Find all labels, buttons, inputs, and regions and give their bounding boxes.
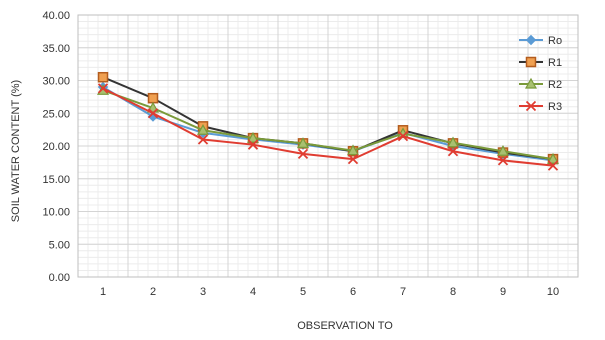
y-tick-label: 20.00 — [42, 141, 70, 153]
data-point-r3 — [97, 83, 109, 94]
legend-marker — [525, 34, 537, 46]
data-point-r2 — [546, 152, 560, 164]
legend-marker — [524, 77, 538, 89]
data-point-r2 — [346, 144, 360, 156]
data-point-r3 — [147, 108, 159, 119]
y-tick-label: 5.00 — [49, 239, 70, 251]
y-tick-label: 35.00 — [42, 43, 70, 55]
series-line-r2 — [102, 89, 554, 161]
x-tick-label: 9 — [500, 286, 506, 298]
series-line-r3 — [102, 87, 554, 167]
data-point-r3 — [447, 146, 459, 157]
x-tick-label: 8 — [450, 286, 456, 298]
data-point-r3 — [397, 131, 409, 142]
legend-label: R2 — [548, 79, 562, 91]
data-point-r3 — [247, 139, 259, 150]
data-point-r2 — [446, 136, 460, 148]
data-point-r3 — [297, 148, 309, 159]
legend-label: Ro — [548, 35, 562, 47]
axes: 0.00 5.00 10.00 15.00 20.00 25.00 30.00 35.00 40… — [42, 10, 579, 298]
legend-marker — [525, 100, 537, 112]
x-tick-label: 1 — [100, 286, 106, 298]
y-tick-label: 25.00 — [42, 108, 70, 120]
x-tick-label: 10 — [547, 286, 559, 298]
series-r3 — [97, 83, 559, 171]
legend-label: R3 — [548, 101, 562, 113]
legend-item-ro: Ro — [519, 34, 562, 47]
data-point-r1 — [97, 71, 109, 83]
x-tick-label: 2 — [150, 286, 156, 298]
y-tick-label: 30.00 — [42, 76, 70, 88]
data-point-r2 — [496, 145, 510, 156]
y-tick-label: 15.00 — [42, 174, 70, 186]
y-tick-label: 40.00 — [42, 10, 70, 22]
y-tick-label: 10.00 — [42, 207, 70, 219]
y-axis-title: SOIL WATER CONTENT (%) — [10, 80, 22, 222]
legend: Ro R1 R2 R3 — [519, 34, 562, 113]
data-point-r3 — [497, 155, 509, 166]
data-point-r3 — [197, 134, 209, 145]
data-point-r1 — [147, 92, 159, 104]
y-tick-label: 0.00 — [49, 272, 70, 284]
data-point-r2 — [296, 137, 310, 148]
series-group — [96, 71, 560, 171]
legend-item-r1: R1 — [519, 56, 562, 69]
legend-item-r3: R3 — [519, 100, 562, 113]
x-tick-label: 7 — [400, 286, 406, 298]
x-tick-label: 6 — [350, 286, 356, 298]
x-axis-title: OBSERVATION TO — [297, 320, 393, 332]
plot-area-border — [77, 14, 579, 278]
x-tick-label: 5 — [300, 286, 306, 298]
legend-item-r2: R2 — [519, 77, 562, 91]
grid — [77, 14, 579, 278]
data-point-r2 — [196, 124, 210, 135]
x-tick-label: 3 — [200, 286, 206, 298]
x-tick-label: 4 — [250, 286, 256, 298]
legend-label: R1 — [548, 57, 562, 69]
data-point-r3 — [547, 160, 559, 171]
data-point-r2 — [246, 131, 260, 143]
legend-marker — [525, 56, 537, 68]
data-point-r3 — [347, 153, 359, 165]
